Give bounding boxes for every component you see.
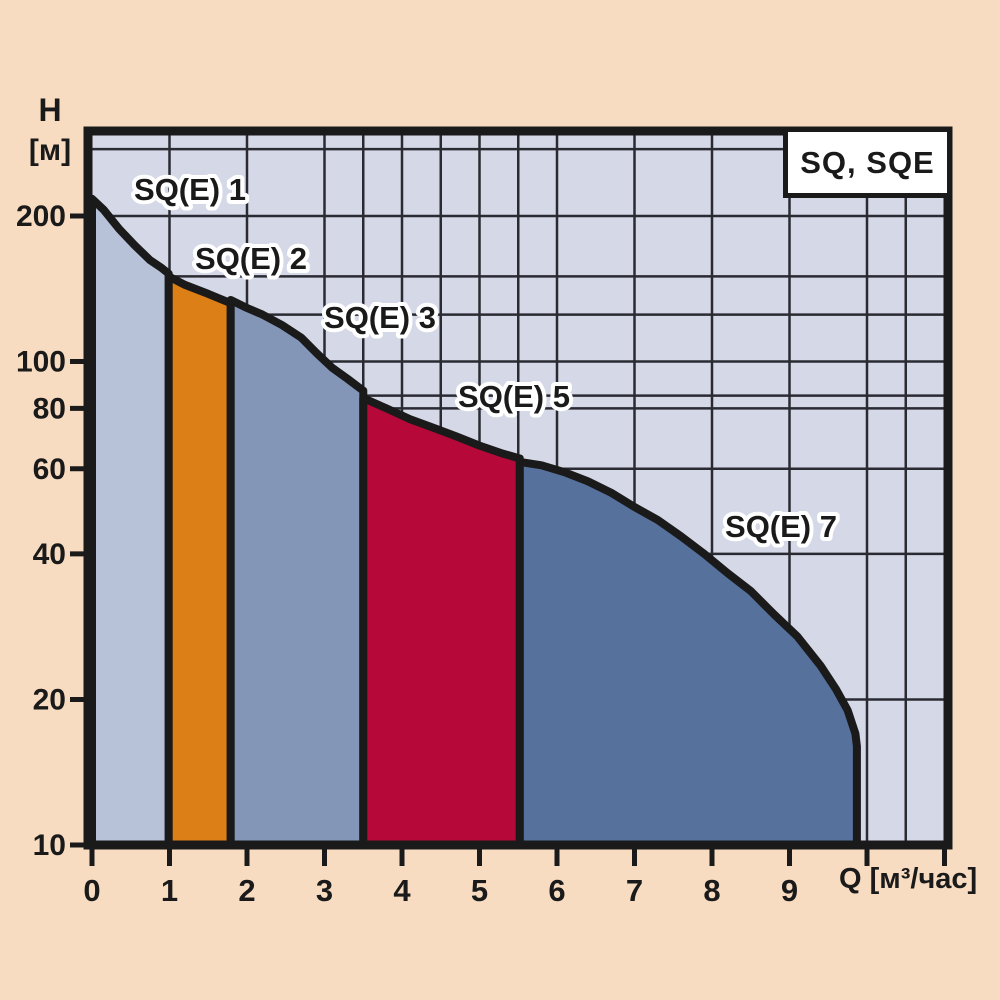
x-tick-label: 5 [471,873,488,908]
y-axis-unit-label: [м] [28,134,72,167]
x-axis-title: Q [м³/час] [839,863,978,895]
y-tick-label: 80 [33,392,66,425]
band-sq-e-1 [88,194,173,849]
x-tick-label: 2 [238,873,255,908]
y-axis-title: H [38,92,62,128]
x-tick-label: 3 [316,873,333,908]
y-tick-label: 40 [33,538,66,571]
y-tick-label: 200 [16,200,66,233]
y-tick-label: 20 [33,683,66,716]
legend-box: SQ, SQE [783,127,952,198]
y-tick-label: 10 [33,829,66,862]
x-tick-label: 1 [161,873,178,908]
band-label-sq-e-5: SQ(E) 5 [458,379,570,414]
band-sq-e-2 [164,272,235,849]
band-sq-e-7 [515,457,861,849]
band-label-sq-e-1: SQ(E) 1 [134,172,246,207]
plot-frame [83,126,953,850]
x-tick-label: 0 [83,873,100,908]
x-tick-label: 9 [781,873,798,908]
band-sq-e-5 [359,394,524,849]
x-tick-label: 4 [393,873,411,908]
band-sq-e-3 [226,296,368,849]
x-tick-label: 7 [626,873,643,908]
x-tick-label: 6 [548,873,565,908]
band-label-sq-e-7: SQ(E) 7 [725,509,837,544]
x-tick-label: 8 [703,873,720,908]
band-label-sq-e-2: SQ(E) 2 [195,241,307,276]
y-tick-label: 100 [16,346,66,379]
y-tick-label: 60 [33,453,66,486]
legend-label: SQ, SQE [800,144,935,180]
band-label-sq-e-3: SQ(E) 3 [324,300,436,335]
